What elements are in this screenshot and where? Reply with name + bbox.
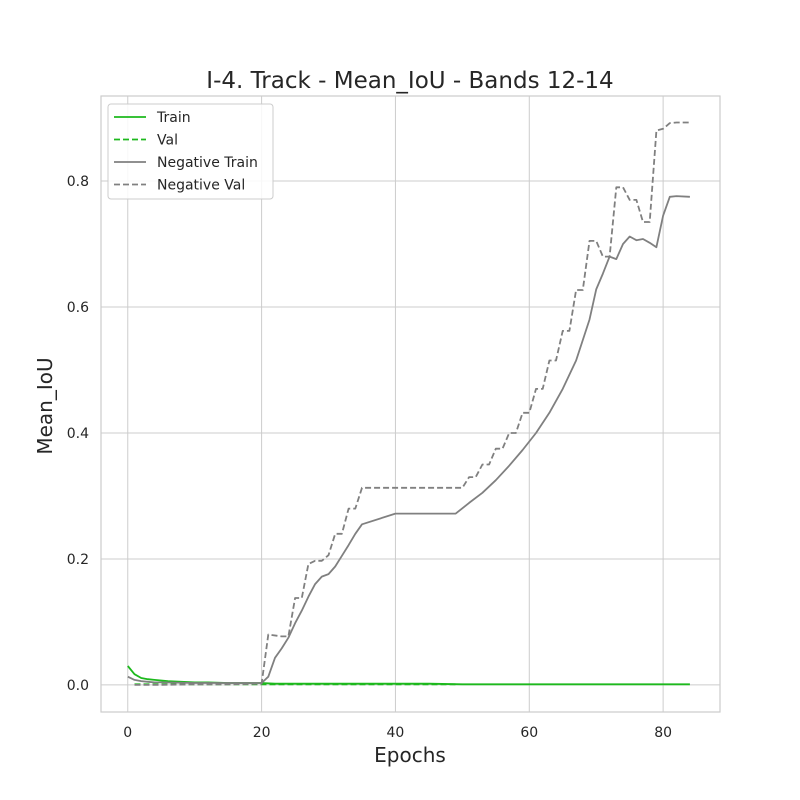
series-line-negative-val xyxy=(134,121,690,686)
series-line-negative-train xyxy=(127,195,690,684)
legend: Train Val Negative Train Negative Val xyxy=(107,103,274,200)
x-tick-label: 60 xyxy=(520,725,538,741)
y-axis-label: Mean_IoU xyxy=(33,357,57,454)
x-tick-label: 80 xyxy=(654,725,672,741)
x-tick-label: 40 xyxy=(387,725,405,741)
y-tick-label: 0.6 xyxy=(67,300,89,316)
y-tick-labels: 0.0 0.2 0.4 0.6 0.8 xyxy=(67,174,89,694)
legend-label-negative-train: Negative Train xyxy=(157,155,258,171)
series-lines xyxy=(127,121,690,686)
legend-label-val: Val xyxy=(157,133,178,149)
y-tick-label: 0.8 xyxy=(67,174,89,190)
y-tick-label: 0.2 xyxy=(67,552,89,568)
x-tick-label: 20 xyxy=(253,725,271,741)
legend-label-negative-val: Negative Val xyxy=(157,178,245,194)
y-tick-label: 0.0 xyxy=(67,678,89,694)
plot-frame xyxy=(100,95,721,713)
legend-box xyxy=(107,103,274,200)
x-axis-label: Epochs xyxy=(374,743,446,767)
legend-label-train: Train xyxy=(156,110,191,126)
chart-title: I-4. Track - Mean_IoU - Bands 12-14 xyxy=(206,68,613,94)
y-tick-label: 0.4 xyxy=(67,426,89,442)
x-tick-labels: 0 20 40 60 80 xyxy=(123,725,672,741)
x-tick-label: 0 xyxy=(123,725,132,741)
